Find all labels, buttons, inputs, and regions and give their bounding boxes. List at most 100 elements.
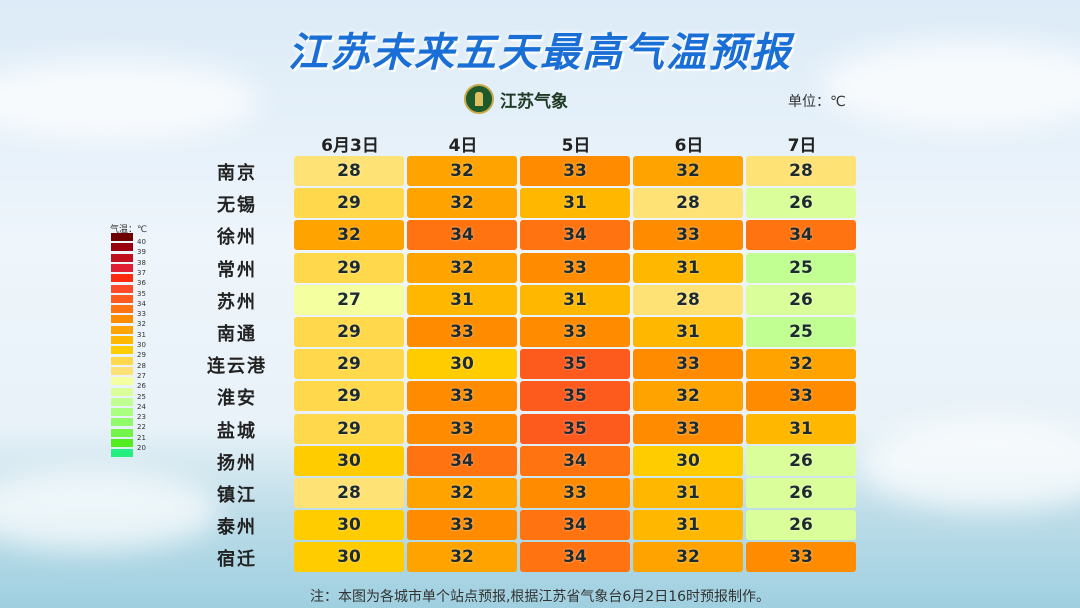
legend-label: 29 xyxy=(137,351,146,360)
row-label: 南通 xyxy=(217,324,257,345)
heatmap-cell: 26 xyxy=(746,284,856,315)
heatmap-cell: 28 xyxy=(294,478,404,508)
heatmap-cell: 26 xyxy=(746,188,856,219)
heatmap-cell: 34 xyxy=(407,445,517,476)
cloud-decoration xyxy=(0,470,220,550)
legend-label: 26 xyxy=(137,382,146,391)
heatmap-cell: 33 xyxy=(407,381,517,412)
legend-label: 21 xyxy=(137,433,146,442)
legend-label: 39 xyxy=(137,248,146,257)
row-label: 盐城 xyxy=(217,420,257,442)
legend-label: 27 xyxy=(137,371,146,380)
cloud-decoration xyxy=(860,420,1080,510)
heatmap-cell: 31 xyxy=(633,252,743,283)
legend-label: 31 xyxy=(137,330,146,339)
heatmap-cell: 33 xyxy=(633,220,743,251)
legend-swatch xyxy=(111,387,133,396)
legend-label: 40 xyxy=(137,238,146,246)
heatmap-cell: 29 xyxy=(294,317,404,347)
heatmap-cell: 25 xyxy=(746,317,856,347)
legend-swatch xyxy=(111,233,133,241)
cloud-decoration xyxy=(0,60,260,140)
legend-label: 34 xyxy=(137,299,146,308)
page-title: 江苏未来五天最高气温预报 xyxy=(288,30,792,76)
row-label: 扬州 xyxy=(217,452,257,474)
heatmap-cell: 32 xyxy=(633,542,743,573)
heatmap-cell: 29 xyxy=(294,381,404,412)
row-label: 淮安 xyxy=(217,388,257,410)
heatmap-cell: 30 xyxy=(407,349,517,380)
heatmap-cell: 30 xyxy=(294,542,404,573)
heatmap-cell: 33 xyxy=(407,317,517,347)
row-label: 镇江 xyxy=(217,485,257,506)
heatmap-cell: 32 xyxy=(294,220,404,251)
column-header: 5日 xyxy=(561,136,591,156)
heatmap-cell: 32 xyxy=(407,188,517,219)
heatmap-cell: 32 xyxy=(407,478,517,508)
legend-swatch xyxy=(111,325,133,334)
heatmap-cell: 33 xyxy=(520,156,630,186)
legend-label: 37 xyxy=(137,268,146,277)
column-header: 6月3日 xyxy=(321,136,379,156)
legend-label: 28 xyxy=(137,361,146,370)
heatmap-cell: 31 xyxy=(520,284,630,315)
legend-label: 35 xyxy=(137,289,146,298)
heatmap-cell: 31 xyxy=(407,284,517,315)
heatmap-cell: 34 xyxy=(746,220,856,251)
heatmap-cell: 32 xyxy=(633,381,743,412)
heatmap-cell: 28 xyxy=(294,156,404,186)
heatmap-cell: 33 xyxy=(407,510,517,541)
heatmap-cell: 32 xyxy=(633,156,743,186)
heatmap-cell: 31 xyxy=(633,317,743,347)
legend-swatch xyxy=(111,315,133,324)
legend-label: 22 xyxy=(137,423,146,432)
legend-label: 36 xyxy=(137,279,146,288)
heatmap-cell: 34 xyxy=(520,445,630,476)
legend-swatch xyxy=(111,243,133,252)
legend-swatch xyxy=(111,439,133,447)
footnote: 注：本图为各城市单个站点预报,根据江苏省气象台6月2日16时预报制作。 xyxy=(309,589,771,605)
row-label: 宿迁 xyxy=(217,549,257,571)
heatmap-cell: 30 xyxy=(294,510,404,541)
legend-label: 32 xyxy=(137,320,146,329)
legend-label: 23 xyxy=(137,413,146,422)
legend-swatch xyxy=(111,274,133,283)
heatmap-cell: 33 xyxy=(520,252,630,283)
heatmap-cell: 31 xyxy=(746,413,856,444)
legend-swatch xyxy=(111,253,133,262)
heatmap-cell: 25 xyxy=(746,252,856,283)
heatmap-cell: 31 xyxy=(633,510,743,541)
heatmap-cell: 33 xyxy=(746,381,856,412)
legend-swatch xyxy=(111,284,133,293)
heatmap-cell: 34 xyxy=(407,220,517,251)
legend-label: 24 xyxy=(137,402,146,411)
column-header: 6日 xyxy=(674,136,704,156)
row-label: 常州 xyxy=(217,259,257,281)
row-label: 徐州 xyxy=(217,227,257,249)
heatmap-cell: 28 xyxy=(633,188,743,219)
row-label: 连云港 xyxy=(207,356,267,378)
heatmap-cell: 33 xyxy=(633,349,743,380)
heatmap-cell: 29 xyxy=(294,252,404,283)
heatmap-cell: 31 xyxy=(520,188,630,219)
heatmap-cell: 35 xyxy=(520,381,630,412)
heatmap-cell: 33 xyxy=(520,317,630,347)
heatmap-cell: 34 xyxy=(520,220,630,251)
logo-emblem-icon xyxy=(464,84,494,114)
heatmap-cell: 28 xyxy=(633,284,743,315)
legend-swatch xyxy=(111,418,133,427)
row-label: 泰州 xyxy=(217,517,257,539)
legend-swatch xyxy=(111,346,133,355)
cloud-decoration xyxy=(820,40,1080,130)
heatmap-cell: 33 xyxy=(633,413,743,444)
legend-swatch xyxy=(111,428,133,437)
heatmap-cell: 31 xyxy=(633,478,743,508)
heatmap-cell: 32 xyxy=(407,542,517,573)
column-header: 4日 xyxy=(448,136,478,156)
legend-swatch xyxy=(111,408,133,417)
heatmap-cell: 26 xyxy=(746,478,856,508)
legend-label: 20 xyxy=(137,444,146,452)
row-label: 无锡 xyxy=(217,195,257,217)
heatmap-cell: 33 xyxy=(520,478,630,508)
legend-label: 25 xyxy=(137,392,146,401)
